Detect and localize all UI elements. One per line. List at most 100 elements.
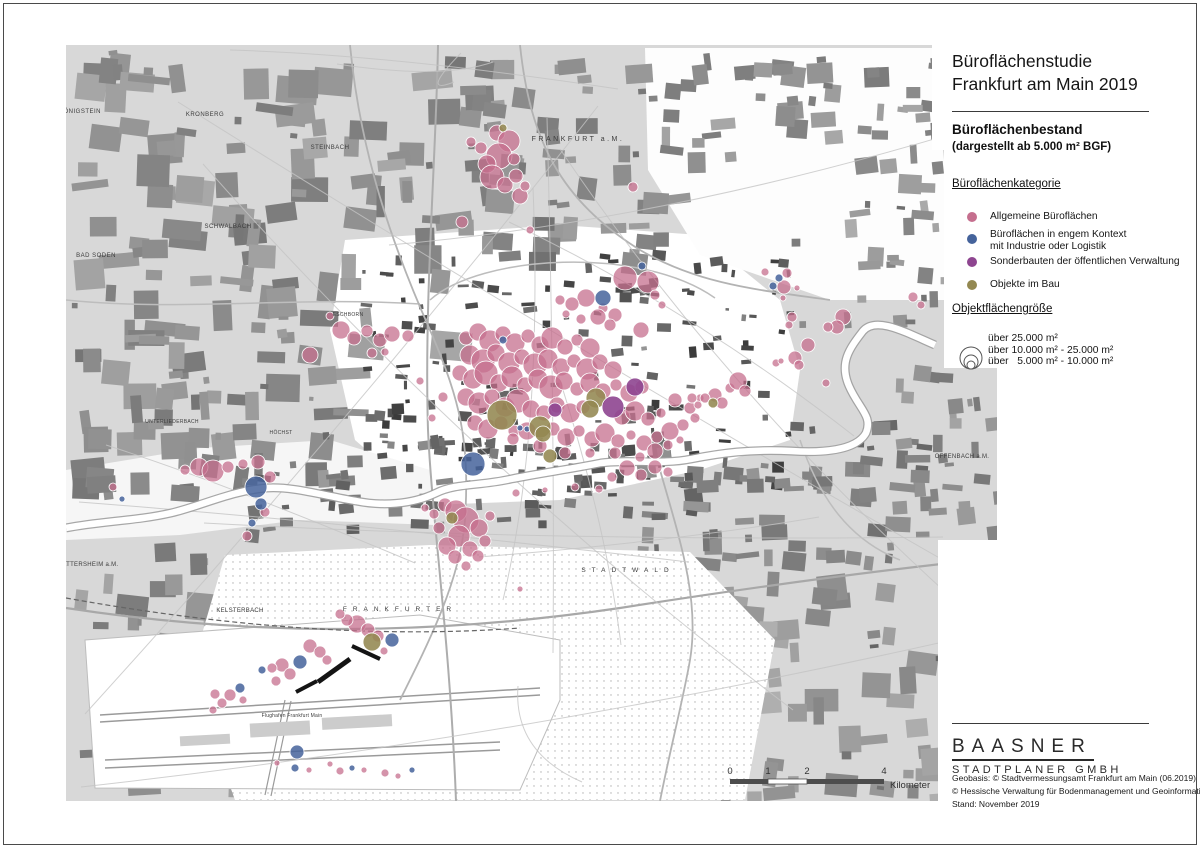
urban-block (709, 256, 724, 267)
urban-block (731, 269, 736, 278)
urban-block (154, 542, 177, 563)
urban-block (881, 626, 896, 646)
office-circle-i (498, 335, 508, 345)
urban-block (899, 666, 917, 695)
office-circle-a (283, 667, 297, 681)
urban-block (316, 271, 339, 303)
urban-block (203, 376, 210, 385)
urban-block (379, 271, 394, 277)
office-circle-a (334, 608, 346, 620)
road-network (66, 45, 997, 801)
urban-block (809, 426, 816, 434)
urban-block (291, 188, 307, 198)
office-circle-a (305, 766, 313, 774)
office-circle-i (348, 764, 356, 772)
office-circles (108, 123, 926, 780)
urban-block (810, 111, 837, 128)
urban-block (92, 621, 109, 630)
urban-block (532, 236, 561, 255)
office-circle-a (469, 518, 489, 538)
urban-block (146, 183, 174, 209)
scale-tick-label: 0 (727, 766, 732, 777)
urban-block (670, 476, 685, 483)
office-circle-a (270, 675, 282, 687)
urban-block (79, 749, 96, 759)
road (349, 45, 468, 701)
urban-block (895, 437, 913, 450)
urban-block (944, 462, 955, 467)
legend-category-industrie: Büroflächen in engem Kontext mit Industri… (952, 229, 1198, 253)
office-circle-b (542, 448, 558, 464)
credit-line: Geobasis: © Stadtvermessungsamt Frankfur… (952, 773, 1196, 783)
urban-block (127, 73, 171, 86)
place-label: OFFENBACH a.M. (935, 454, 990, 460)
urban-block (911, 209, 935, 221)
urban-block (892, 500, 908, 515)
urban-block (170, 484, 200, 503)
office-circle-a (201, 459, 225, 483)
office-circle-a (519, 180, 531, 192)
map-title-line1: Büroflächenstudie (952, 51, 1093, 71)
map-credits: Geobasis: © Stadtvermessungsamt Frankfur… (952, 772, 1200, 810)
urban-block (418, 278, 425, 284)
urban-block (845, 550, 862, 566)
urban-block (639, 296, 649, 305)
office-circle-a (800, 337, 816, 353)
scale-tick-label: 2 (804, 766, 809, 777)
office-circle-a (520, 328, 536, 344)
urban-block (312, 66, 354, 98)
map-place-labels: FRANKFURT a.M. KÖNIGSTEIN KRONBERG STEINBAC… (66, 108, 990, 719)
urban-block (628, 222, 650, 230)
urban-block (724, 151, 737, 163)
office-circle-a (471, 549, 485, 563)
urban-block (137, 618, 142, 626)
office-circle-a (627, 181, 639, 193)
urban-block (929, 793, 942, 801)
urban-block (621, 444, 636, 457)
urban-block (889, 482, 916, 493)
urban-block (382, 440, 389, 444)
urban-block (98, 251, 140, 270)
urban-block (858, 260, 881, 271)
office-circle-a (427, 413, 437, 423)
office-circle-a (511, 488, 521, 498)
road (478, 516, 820, 558)
urban-block (871, 421, 891, 436)
urban-block (838, 725, 862, 753)
urban-block (575, 118, 598, 134)
urban-block (136, 154, 171, 188)
category-label2: mit Industrie oder Logistik (990, 241, 1107, 253)
office-circle-a (689, 412, 701, 424)
urban-block (897, 173, 923, 195)
category-label: Sonderbauten der öffentlichen Verwaltung (990, 256, 1180, 267)
urban-block (77, 162, 98, 177)
urban-block (772, 461, 784, 473)
office-circle-a (346, 330, 362, 346)
urban-block (88, 428, 112, 450)
urban-block (142, 239, 168, 259)
office-circle-a (506, 432, 520, 446)
urban-block (825, 549, 846, 564)
urban-block (663, 109, 680, 123)
urban-block (721, 552, 738, 563)
urban-block (886, 542, 895, 551)
urban-block (402, 180, 413, 203)
urban-block (720, 793, 733, 801)
urban-block (849, 208, 871, 218)
office-circle-a (786, 311, 798, 323)
urban-block (896, 450, 908, 469)
office-circle-i (247, 518, 257, 528)
urban-block (458, 106, 483, 128)
urban-block (747, 791, 762, 801)
office-circle-a (655, 407, 667, 419)
office-circle-a (675, 435, 685, 445)
urban-block (308, 396, 314, 402)
urban-block (762, 785, 796, 801)
urban-block (967, 398, 973, 407)
office-circle-a (609, 378, 623, 392)
urban-block (377, 452, 388, 460)
scale-unit-label: Kilometer (890, 780, 930, 791)
urban-block (435, 477, 454, 486)
urban-block (915, 112, 931, 123)
office-circle-a (647, 459, 663, 475)
